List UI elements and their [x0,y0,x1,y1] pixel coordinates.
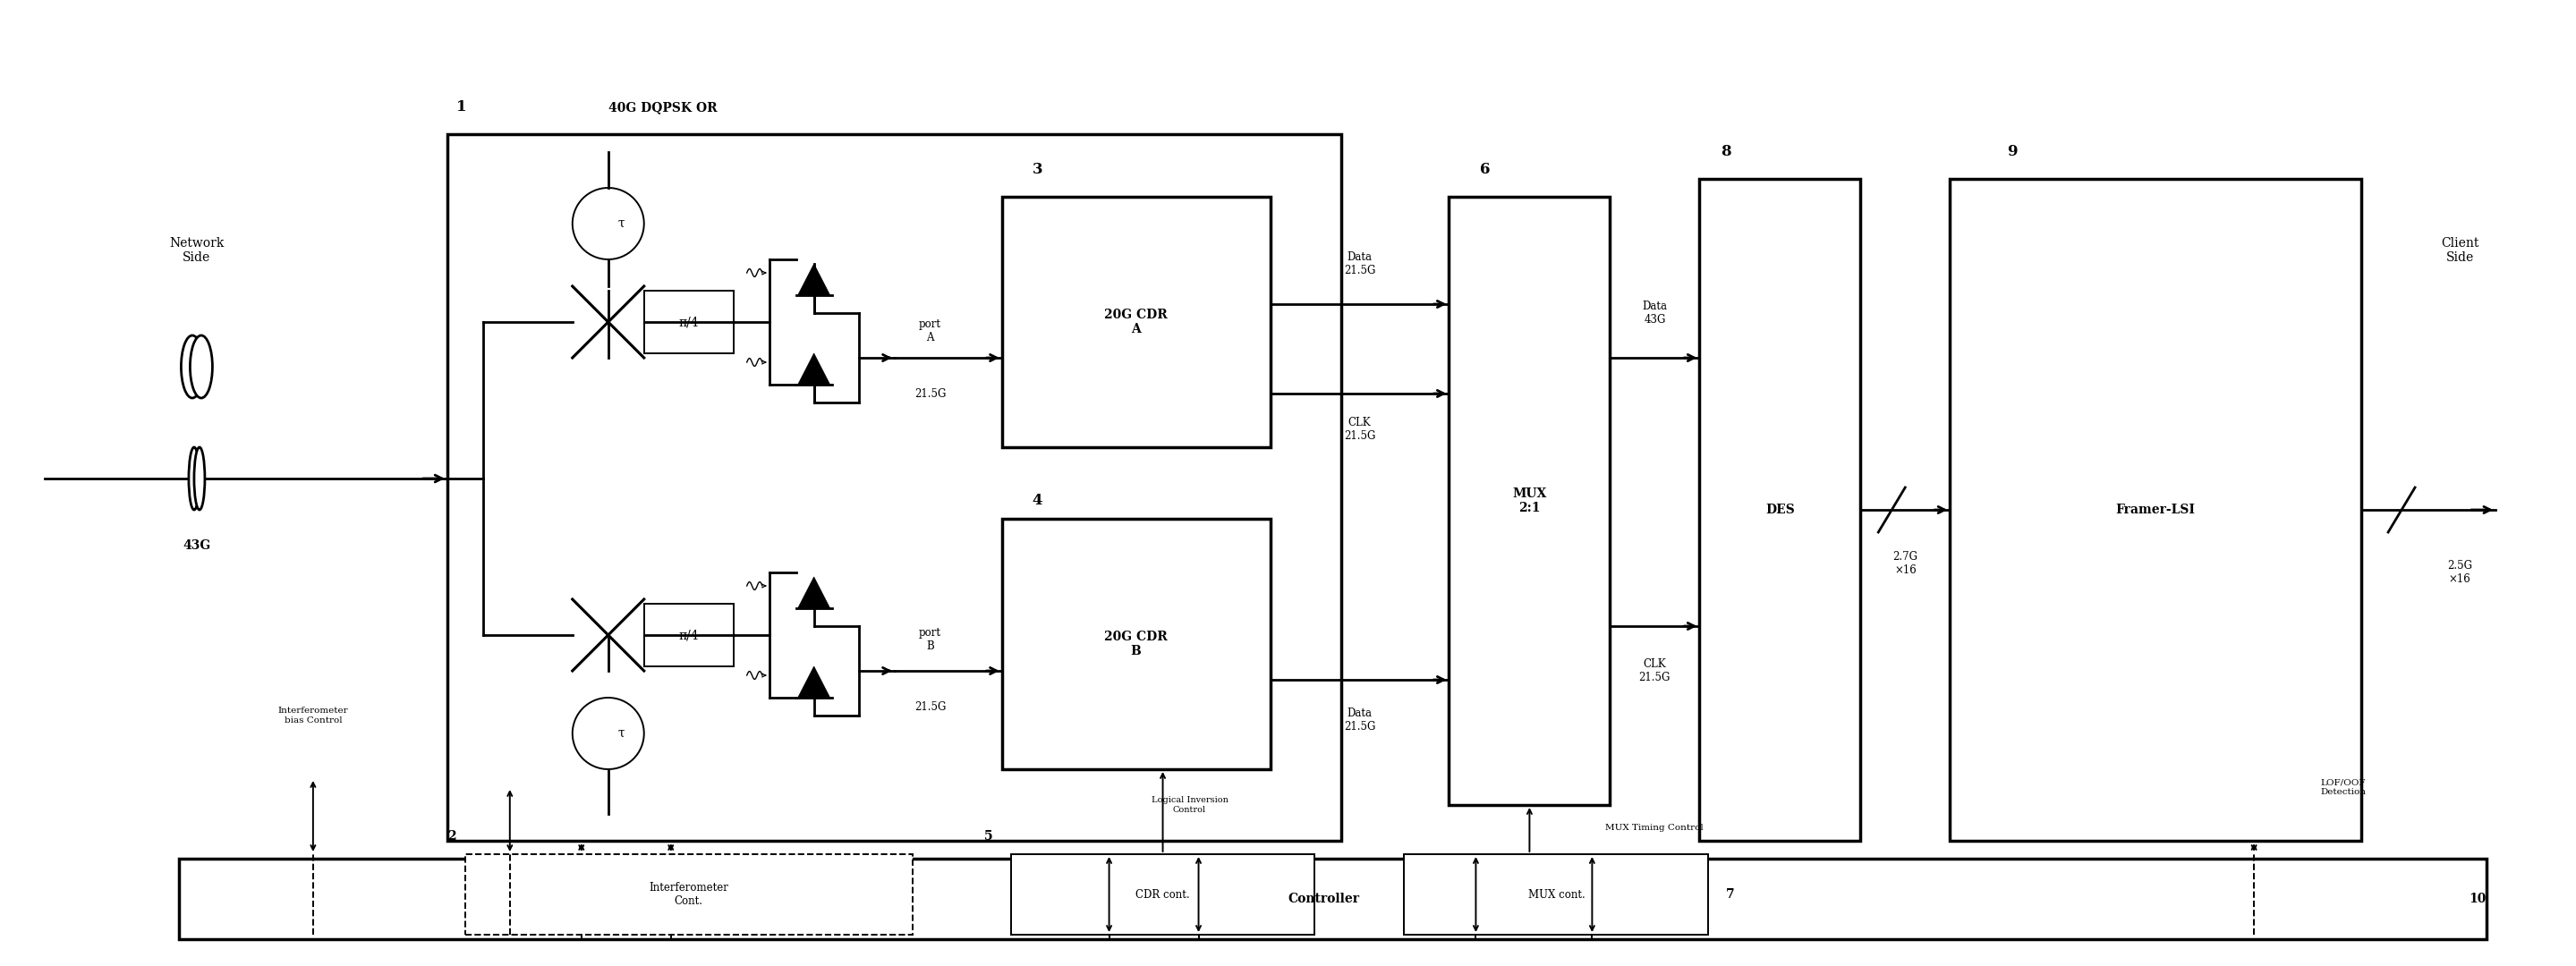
Polygon shape [799,577,829,609]
Ellipse shape [191,335,211,398]
Text: CLK
21.5G: CLK 21.5G [1638,658,1672,683]
Text: 4: 4 [1033,494,1043,508]
FancyBboxPatch shape [1700,179,1860,840]
Text: Data
21.5G: Data 21.5G [1345,251,1376,276]
Text: Controller: Controller [1288,893,1360,905]
Text: Network
Side: Network Side [170,237,224,264]
Text: τ: τ [618,217,626,230]
Ellipse shape [193,447,206,510]
Text: Data
21.5G: Data 21.5G [1345,707,1376,732]
Text: 10: 10 [2468,893,2486,905]
Text: port
A: port A [920,319,940,344]
Text: 20G CDR
A: 20G CDR A [1105,308,1167,335]
FancyBboxPatch shape [1404,854,1708,935]
Polygon shape [799,264,829,296]
Text: 40G DQPSK OR: 40G DQPSK OR [608,101,716,114]
FancyBboxPatch shape [644,604,734,667]
Text: Framer-LSI: Framer-LSI [2115,503,2195,516]
FancyBboxPatch shape [1002,519,1270,769]
Text: 21.5G: 21.5G [914,700,945,713]
Text: 8: 8 [1721,145,1731,159]
FancyBboxPatch shape [572,597,644,673]
Text: LOF/OOF
Detection: LOF/OOF Detection [2321,779,2367,796]
FancyBboxPatch shape [448,134,1342,840]
Text: Interferometer
Cont.: Interferometer Cont. [649,882,729,907]
Text: 43G: 43G [183,539,211,552]
FancyBboxPatch shape [466,854,912,935]
Polygon shape [799,667,829,697]
Text: DES: DES [1765,503,1795,516]
Text: 2: 2 [448,830,456,842]
FancyBboxPatch shape [178,859,2486,939]
FancyBboxPatch shape [1448,197,1610,805]
Ellipse shape [188,447,198,510]
Text: 6: 6 [1479,162,1489,178]
FancyBboxPatch shape [572,284,644,360]
FancyBboxPatch shape [1950,179,2362,840]
Text: 2.5G
×16: 2.5G ×16 [2447,560,2473,585]
Text: Client
Side: Client Side [2442,237,2478,264]
Text: π/4: π/4 [677,316,698,328]
Text: 3: 3 [1033,162,1043,178]
Text: τ: τ [618,727,626,740]
Text: CLK
21.5G: CLK 21.5G [1345,416,1376,441]
Text: MUX cont.: MUX cont. [1528,889,1584,900]
Text: 21.5G: 21.5G [914,387,945,399]
Text: CDR cont.: CDR cont. [1136,889,1190,900]
Text: 7: 7 [1726,888,1734,900]
Text: Interferometer
bias Control: Interferometer bias Control [278,707,348,724]
Text: 2.7G
×16: 2.7G ×16 [1893,551,1917,576]
FancyBboxPatch shape [1010,854,1314,935]
Text: 5: 5 [984,830,992,842]
Text: π/4: π/4 [677,629,698,641]
Text: MUX Timing Control: MUX Timing Control [1605,823,1703,832]
FancyBboxPatch shape [1002,197,1270,447]
Circle shape [572,187,644,260]
Circle shape [572,697,644,769]
Polygon shape [799,354,829,384]
Text: 1: 1 [456,99,466,115]
Text: 9: 9 [2007,145,2017,159]
Text: MUX
2:1: MUX 2:1 [1512,488,1546,514]
Text: Logical Inversion
Control: Logical Inversion Control [1151,796,1229,813]
Text: Data
43G: Data 43G [1641,300,1667,326]
FancyBboxPatch shape [644,291,734,354]
Text: port
B: port B [920,627,940,652]
Text: 20G CDR
B: 20G CDR B [1105,631,1167,658]
Ellipse shape [180,335,204,398]
